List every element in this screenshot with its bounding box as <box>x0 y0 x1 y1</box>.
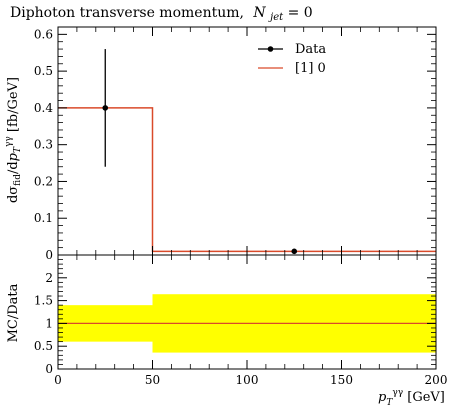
ratio-ytick-label: 2 <box>45 271 53 285</box>
ratio-ytick-label: 1 <box>45 316 53 330</box>
main-ytick-label: 0 <box>45 248 53 262</box>
main-ylabel: dσfid/dpTγγ [fb/GeV] <box>4 77 23 203</box>
ratio-panel-ticks: 0 0.5 1 1.5 2 0 50 100 150 200 <box>34 255 448 387</box>
mc-histogram-line <box>58 107 436 253</box>
main-panel-frame <box>57 26 437 256</box>
main-ytick-label: 0.5 <box>34 64 53 78</box>
ratio-xtick-label: 50 <box>145 373 160 387</box>
main-panel-ticks: 0 0.1 0.2 0.3 0.4 0.5 0.6 <box>34 27 437 262</box>
ratio-xtick-label: 200 <box>425 373 448 387</box>
main-ytick-label: 0.4 <box>34 101 53 115</box>
main-ytick-label: 0.1 <box>34 211 53 225</box>
chart-title-math-rest: = 0 <box>288 5 313 21</box>
legend-data-marker <box>267 46 274 52</box>
ratio-xtick-label: 0 <box>54 373 62 387</box>
svg-text:dσfid/dpTγγ [fb/GeV]: dσfid/dpTγγ [fb/GeV] <box>4 77 23 203</box>
ratio-xtick-label: 150 <box>330 373 353 387</box>
data-point <box>102 105 109 111</box>
legend: Data [1] 0 <box>258 42 326 76</box>
chart-title: Diphoton transverse momentum, N jet = 0 <box>10 5 313 24</box>
ratio-ytick-label: 0.5 <box>34 339 53 353</box>
legend-entry-data: Data <box>295 42 326 57</box>
main-ytick-label: 0.2 <box>34 174 53 188</box>
main-panel-series <box>58 49 436 255</box>
chart-title-math-base: N <box>252 5 266 21</box>
ratio-xtick-label: 100 <box>236 373 259 387</box>
chart-title-text: Diphoton transverse momentum, <box>10 5 244 21</box>
chart-title-math-sub: jet <box>268 12 284 23</box>
ratio-ylabel: MC/Data <box>6 283 21 342</box>
main-ytick-label: 0.3 <box>34 138 53 152</box>
data-point <box>291 248 298 255</box>
svg-text:MC/Data: MC/Data <box>6 283 21 342</box>
ratio-ytick-label: 1.5 <box>34 294 53 308</box>
main-ytick-label: 0.6 <box>34 27 53 41</box>
ratio-xlabel: pTγγ [GeV] <box>378 388 445 407</box>
legend-entry-mc: [1] 0 <box>295 61 326 76</box>
ratio-ytick-label: 0 <box>45 362 53 376</box>
